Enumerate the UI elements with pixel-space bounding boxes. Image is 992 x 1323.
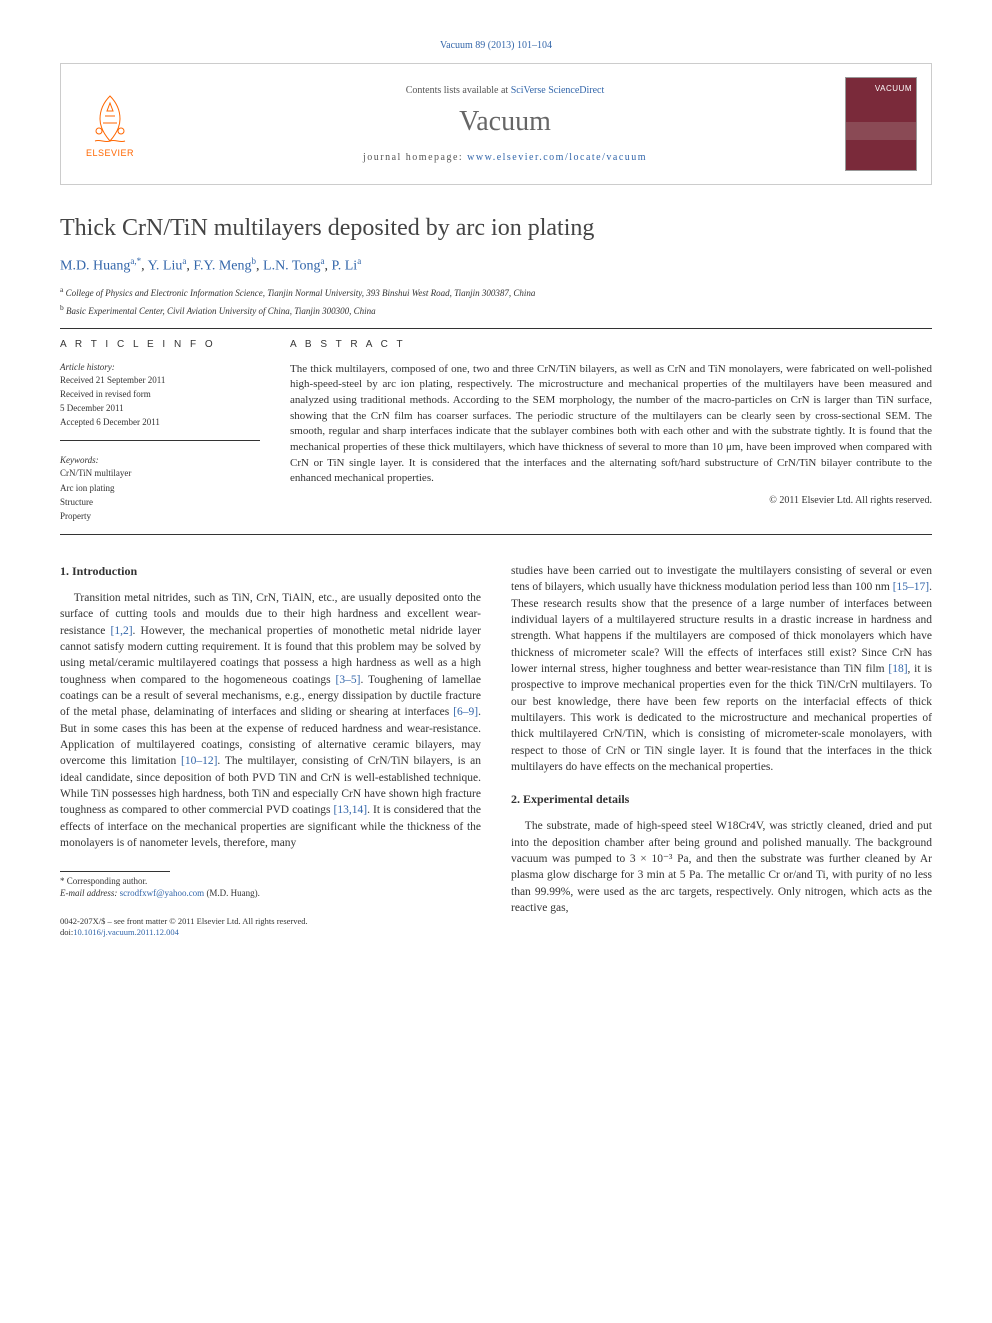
info-abstract-row: A R T I C L E I N F O Article history: R…	[60, 339, 932, 524]
contents-available-line: Contents lists available at SciVerse Sci…	[165, 85, 845, 96]
ref-link-18[interactable]: [18]	[888, 663, 907, 675]
keywords-subhead: Keywords:	[60, 455, 260, 465]
footnote-rule	[60, 871, 170, 872]
ref-link-3-5[interactable]: [3–5]	[336, 674, 361, 686]
author-email-link[interactable]: scrodfxwf@yahoo.com	[120, 888, 205, 898]
article-info-column: A R T I C L E I N F O Article history: R…	[60, 339, 260, 524]
article-title: Thick CrN/TiN multilayers deposited by a…	[60, 215, 932, 242]
homepage-link[interactable]: www.elsevier.com/locate/vacuum	[467, 152, 647, 163]
section-1-heading: 1. Introduction	[60, 563, 481, 580]
author-4[interactable]: L.N. Tong	[263, 259, 320, 274]
journal-header-box: ELSEVIER Contents lists available at Sci…	[60, 63, 932, 185]
email-label: E-mail address:	[60, 888, 120, 898]
journal-homepage-line: journal homepage: www.elsevier.com/locat…	[165, 152, 845, 163]
keyword-1: CrN/TiN multilayer	[60, 467, 260, 479]
homepage-prefix: journal homepage:	[363, 152, 467, 163]
sciencedirect-link[interactable]: SciVerse ScienceDirect	[511, 85, 605, 96]
abstract-column: A B S T R A C T The thick multilayers, c…	[290, 339, 932, 524]
ref-link-13-14[interactable]: [13,14]	[334, 804, 368, 816]
author-2[interactable]: Y. Liu	[148, 259, 183, 274]
experimental-paragraph: The substrate, made of high-speed steel …	[511, 818, 932, 916]
body-two-columns: 1. Introduction Transition metal nitride…	[60, 563, 932, 938]
bottom-meta: 0042-207X/$ – see front matter © 2011 El…	[60, 916, 481, 938]
doi-line: doi:10.1016/j.vacuum.2011.12.004	[60, 927, 481, 938]
journal-name: Vacuum	[165, 106, 845, 138]
author-3[interactable]: F.Y. Meng	[193, 259, 251, 274]
article-info-heading: A R T I C L E I N F O	[60, 339, 260, 350]
cover-band	[846, 122, 916, 140]
authors-line: M.D. Huanga,*, Y. Liua, F.Y. Mengb, L.N.…	[60, 256, 932, 275]
elsevier-logo[interactable]: ELSEVIER	[75, 84, 145, 164]
citation-link[interactable]: Vacuum 89 (2013) 101–104	[440, 40, 552, 51]
ref-link-1-2[interactable]: [1,2]	[110, 625, 132, 637]
affiliation-b: b Basic Experimental Center, Civil Aviat…	[60, 303, 932, 318]
journal-cover-thumbnail[interactable]: VACUUM	[845, 77, 917, 171]
ref-link-15-17[interactable]: [15–17]	[893, 581, 929, 593]
header-center: Contents lists available at SciVerse Sci…	[165, 85, 845, 163]
revised-line2: 5 December 2011	[60, 402, 260, 414]
elsevier-text: ELSEVIER	[86, 148, 134, 158]
keywords-block: Keywords: CrN/TiN multilayer Arc ion pla…	[60, 455, 260, 522]
elsevier-tree-icon	[85, 91, 135, 146]
history-subhead: Article history:	[60, 362, 260, 372]
page-root: Vacuum 89 (2013) 101–104 ELSEVIER Conten…	[0, 0, 992, 978]
abstract-copyright: © 2011 Elsevier Ltd. All rights reserved…	[290, 495, 932, 506]
rule-top	[60, 328, 932, 329]
affiliation-a: a College of Physics and Electronic Info…	[60, 285, 932, 300]
abstract-heading: A B S T R A C T	[290, 339, 932, 350]
corresponding-author-note: * Corresponding author.	[60, 876, 481, 888]
contents-prefix: Contents lists available at	[406, 85, 511, 96]
abstract-text: The thick multilayers, composed of one, …	[290, 362, 932, 487]
email-line: E-mail address: scrodfxwf@yahoo.com (M.D…	[60, 888, 481, 900]
cover-title: VACUUM	[875, 84, 912, 93]
author-5[interactable]: P. Li	[332, 259, 358, 274]
front-matter-line: 0042-207X/$ – see front matter © 2011 El…	[60, 916, 481, 927]
keyword-4: Property	[60, 510, 260, 522]
received-date: Received 21 September 2011	[60, 374, 260, 386]
accepted-date: Accepted 6 December 2011	[60, 416, 260, 428]
doi-link[interactable]: 10.1016/j.vacuum.2011.12.004	[73, 927, 179, 937]
author-1[interactable]: M.D. Huang	[60, 259, 130, 274]
section-2-heading: 2. Experimental details	[511, 791, 932, 808]
intro-paragraph: Transition metal nitrides, such as TiN, …	[60, 590, 481, 851]
corr-author-marker[interactable]: *	[137, 256, 142, 266]
header-citation: Vacuum 89 (2013) 101–104	[60, 40, 932, 51]
keyword-2: Arc ion plating	[60, 482, 260, 494]
revised-line1: Received in revised form	[60, 388, 260, 400]
ref-link-10-12[interactable]: [10–12]	[181, 755, 217, 767]
body-column-right: studies have been carried out to investi…	[511, 563, 932, 938]
article-history-block: Article history: Received 21 September 2…	[60, 362, 260, 442]
ref-link-6-9[interactable]: [6–9]	[453, 706, 478, 718]
intro-continuation: studies have been carried out to investi…	[511, 563, 932, 775]
rule-bottom	[60, 534, 932, 535]
keyword-3: Structure	[60, 496, 260, 508]
body-column-left: 1. Introduction Transition metal nitride…	[60, 563, 481, 938]
